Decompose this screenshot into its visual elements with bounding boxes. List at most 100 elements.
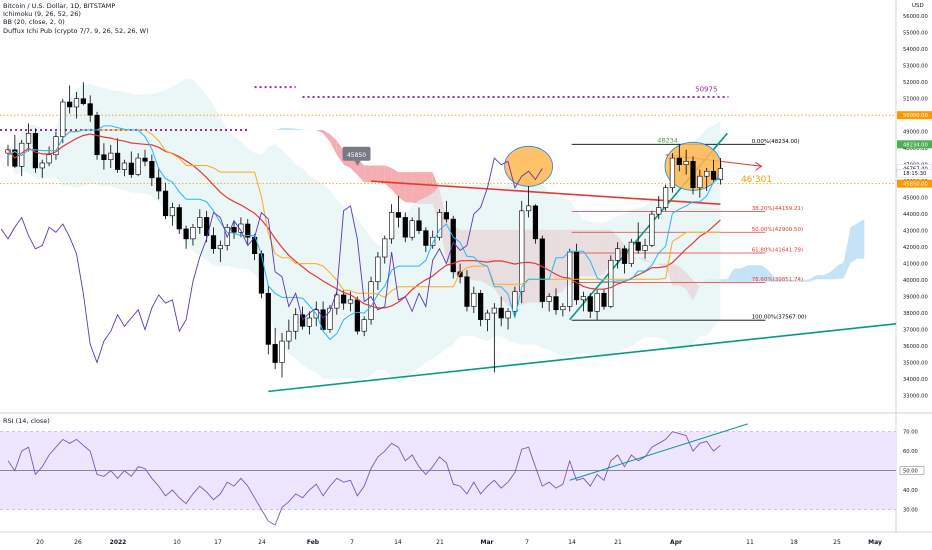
candle-down [621,248,628,264]
candle-up [546,296,552,302]
support-trendline [268,322,897,393]
candle-down [320,309,326,330]
time-axis[interactable]: 20 26 2022 10 17 24 Feb 7 14 21 Mar 7 14 21 Apr 11 18 25 M… [36,539,882,546]
rsi-tick-label: 30.00 [903,507,918,513]
candle-up [46,154,52,164]
cloud-bearish-segment [323,130,330,142]
cloud-bearish-segment [371,165,378,183]
candle-down [402,217,408,238]
fib-level-label: 61.80%(41641.79) [752,248,804,254]
price-marker-label: 50000.00 [903,113,928,119]
cloud-bullish-segment [768,270,776,282]
candle-down [464,276,470,307]
candle-down [601,292,607,307]
candle-up [717,168,723,180]
legend-bollinger[interactable]: BB (20, close, 2, 0) [3,18,65,27]
cloud-bullish-segment [740,265,748,282]
candle-down [128,162,134,175]
candle-up [382,238,388,258]
descending-red-line [370,180,721,206]
candle-up [293,314,299,332]
indicator-lines [0,125,721,364]
candle-up [560,306,566,311]
candle-down [149,161,155,179]
candle-down [635,241,641,251]
price-tick-label: 34000.00 [903,377,928,383]
cloud-bullish-segment [795,280,803,282]
candle-up [409,220,415,238]
time-tick-label: 20 [36,539,44,546]
cloud-bearish-segment [357,158,365,183]
cloud-bullish-segment [823,272,830,280]
candle-down [395,212,402,218]
price-tick-label: 44000.00 [903,212,928,218]
legend-ichimoku[interactable]: Ichimoku (9, 26, 52, 26) [3,10,81,19]
chart-legend: Bitcoin / U.S. Dollar, 1D, BITSTAMP Ichi… [3,2,149,35]
candle-up [649,213,655,246]
candle-up [238,223,244,233]
candle-up [594,292,600,312]
price-tick-label: 33000.00 [903,394,928,400]
legend-duffux[interactable]: Duffux Ichi Pub (crypto 7/7, 9, 26, 52, … [3,26,149,35]
candle-up [197,217,203,228]
cloud-bearish-segment [412,172,419,204]
cloud-bearish-segment [419,172,426,204]
candle-up [217,245,223,250]
kijun-line [7,129,721,299]
candle-down [183,228,189,240]
candle-up [608,259,614,307]
candle-down [341,294,347,304]
time-tick-label: 26 [74,539,82,546]
time-tick-label: May [868,539,882,546]
annotations: 50975 45850 48234 46'301 [342,85,772,185]
candle-up [73,98,80,108]
cloud-bullish-segment [816,275,824,280]
cloud-bullish-segment [727,268,735,282]
candle-down [142,157,148,162]
candle-down [231,227,237,233]
price-tick-label: 35000.00 [903,361,928,367]
time-tick-label: 17 [214,539,222,546]
fib-level-label: 50.00%(42900.50) [752,227,804,233]
right-orange-label: 46'301 [741,175,772,185]
time-tick-label: 14 [394,539,402,546]
candle-up [656,207,662,215]
arrowhead [755,161,763,171]
callout-label: 45850 [347,152,366,159]
candle-down [265,292,271,345]
price-axis[interactable]: 33000.00 34000.00 35000.00 36000.00 37000.00… [896,3,932,513]
cloud-bullish-segment [843,227,851,279]
time-tick-label: 7 [525,539,529,546]
rsi-legend[interactable]: RSI (14, close) [3,417,50,425]
currency-label: USD [912,3,924,9]
cloud-bearish-segment [398,172,406,203]
cloud-bullish-segment [288,127,296,131]
candlestick-series [5,82,723,378]
cloud-bearish-segment [377,165,385,184]
price-tick-label: 48000.00 [903,146,928,152]
price-tick-label: 52000.00 [903,80,928,86]
cloud-bullish-segment [788,280,796,282]
candle-down [587,296,593,312]
price-marker-box [897,140,932,149]
candle-down [67,101,73,108]
candle-up [135,157,141,175]
cloud-bullish-segment [809,275,817,282]
candle-up [108,152,114,161]
candle-up [519,210,525,292]
cloud-bearish-segment [336,140,344,165]
candle-up [327,307,333,330]
symbol-title[interactable]: Bitcoin / U.S. Dollar, 1D, BITSTAMP [3,2,116,10]
time-tick-label: 14 [568,539,576,546]
time-tick-label: 24 [258,539,266,546]
candle-up [615,248,621,261]
price-tick-label: 49000.00 [903,130,928,136]
price-marker-label: 18:15:30 [903,171,926,177]
price-tick-label: 39000.00 [903,295,928,301]
candle-down [156,177,162,192]
price-tick-label: 38000.00 [903,311,928,317]
rsi-tick-label: 60.00 [903,449,918,455]
candle-down [553,296,559,311]
candle-up [388,212,395,240]
candle-up [628,241,634,264]
